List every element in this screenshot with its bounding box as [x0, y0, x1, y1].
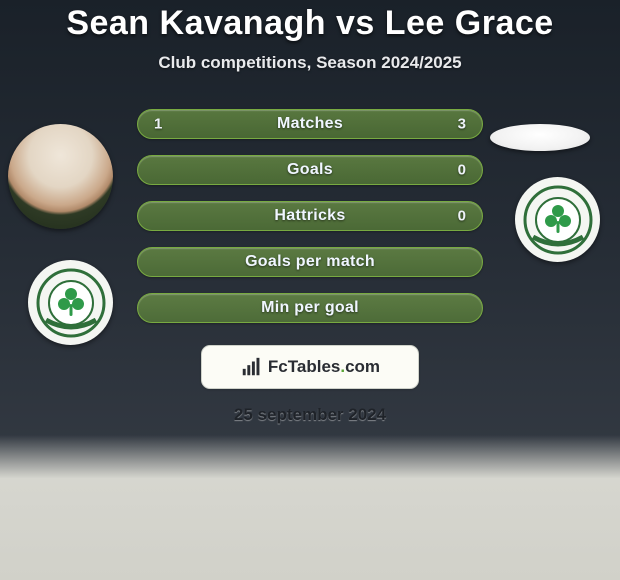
stat-row-matches: 1 Matches 3: [137, 109, 483, 139]
stat-label: Goals per match: [245, 253, 375, 271]
stat-label: Matches: [277, 115, 343, 133]
source-label: FcTables.com: [268, 357, 380, 377]
stat-right-value: 0: [458, 162, 466, 179]
source-label-suffix: com: [345, 357, 380, 376]
stat-row-goals: Goals 0: [137, 155, 483, 185]
stats-container: 1 Matches 3 Goals 0 Hattricks 0 Goals pe…: [0, 109, 620, 323]
stat-right-value: 0: [458, 208, 466, 225]
stat-row-hattricks: Hattricks 0: [137, 201, 483, 231]
stat-label: Goals: [287, 161, 333, 179]
source-badge: FcTables.com: [201, 345, 419, 389]
stat-row-min-per-goal: Min per goal: [137, 293, 483, 323]
page-title: Sean Kavanagh vs Lee Grace: [0, 4, 620, 43]
stat-row-goals-per-match: Goals per match: [137, 247, 483, 277]
bar-chart-icon: [240, 356, 262, 378]
comparison-card: Sean Kavanagh vs Lee Grace Club competit…: [0, 0, 620, 580]
stat-label: Min per goal: [261, 299, 359, 317]
source-label-prefix: FcTables: [268, 357, 340, 376]
stat-left-value: 1: [154, 116, 162, 133]
page-subtitle: Club competitions, Season 2024/2025: [0, 53, 620, 73]
stat-right-value: 3: [458, 116, 466, 133]
stat-label: Hattricks: [274, 207, 345, 225]
date-label: 25 september 2024: [0, 405, 620, 425]
